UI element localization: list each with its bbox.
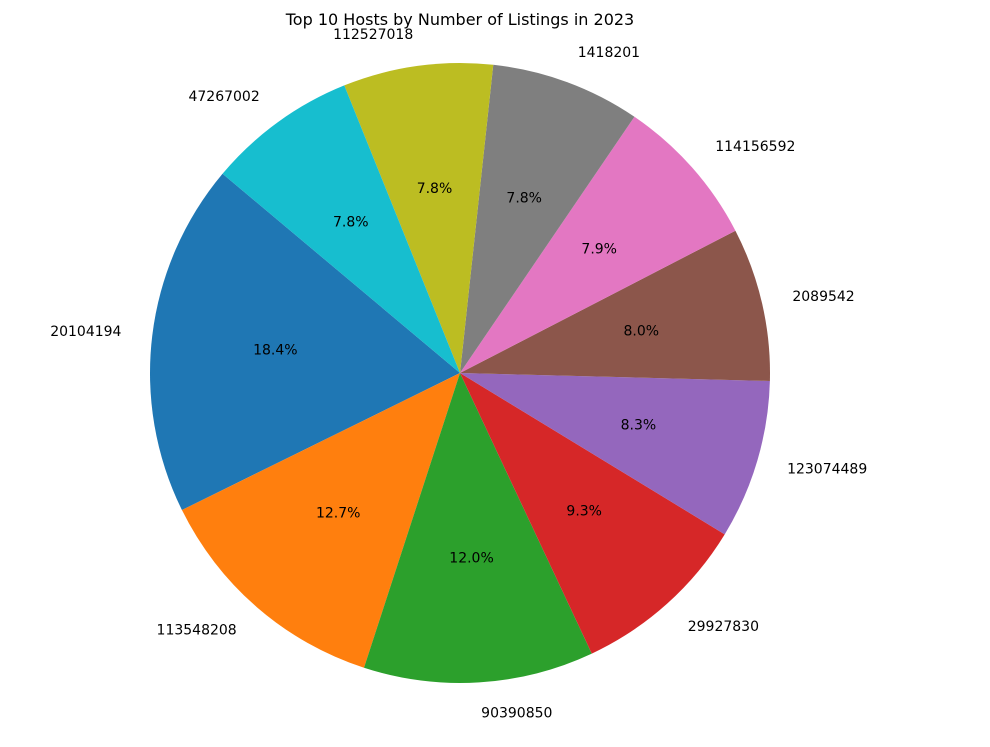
category-label: 2089542: [792, 289, 854, 305]
percentage-label: 7.8%: [417, 181, 453, 197]
pie-slice-1418201: [460, 64, 635, 373]
category-label: 114156592: [715, 139, 795, 155]
category-label: 112527018: [333, 27, 413, 43]
category-label: 90390850: [481, 705, 552, 721]
pie-slice-20104194: [149, 173, 460, 511]
percentage-label: 12.0%: [449, 551, 493, 567]
category-label: 123074489: [787, 461, 867, 477]
pie-slice-29927830: [460, 373, 725, 654]
pie-slice-114156592: [460, 116, 736, 373]
pie-slice-112527018: [344, 62, 494, 373]
percentage-label: 7.8%: [333, 214, 369, 230]
percentage-label: 8.3%: [621, 418, 657, 434]
category-label: 20104194: [50, 324, 121, 340]
percentage-label: 7.9%: [581, 242, 617, 258]
pie-slice-90390850: [363, 373, 592, 683]
percentage-labels: 18.4% 12.7% 12.0% 9.3% 8.3% 8.0% 7.9% 7.8% 7.8% 7…: [253, 181, 659, 567]
category-label: 47267002: [188, 89, 259, 105]
pie-slice-113548208: [181, 373, 460, 668]
percentage-label: 12.7%: [316, 506, 360, 522]
pie-slice-47267002: [222, 85, 460, 374]
category-label: 1418201: [578, 45, 640, 61]
category-labels: 20104194 113548208 90390850 29927830 1230744…: [50, 27, 867, 721]
pie-slices: [149, 62, 771, 683]
pie-slice-2089542: [460, 230, 771, 382]
category-label: 113548208: [157, 623, 237, 639]
chart-title: Top 10 Hosts by Number of Listings in 20…: [285, 10, 634, 29]
percentage-label: 18.4%: [253, 343, 297, 359]
percentage-label: 9.3%: [566, 503, 602, 519]
percentage-label: 8.0%: [624, 323, 660, 339]
percentage-label: 7.8%: [506, 190, 542, 206]
category-label: 29927830: [688, 619, 759, 635]
pie-slice-123074489: [460, 373, 770, 535]
